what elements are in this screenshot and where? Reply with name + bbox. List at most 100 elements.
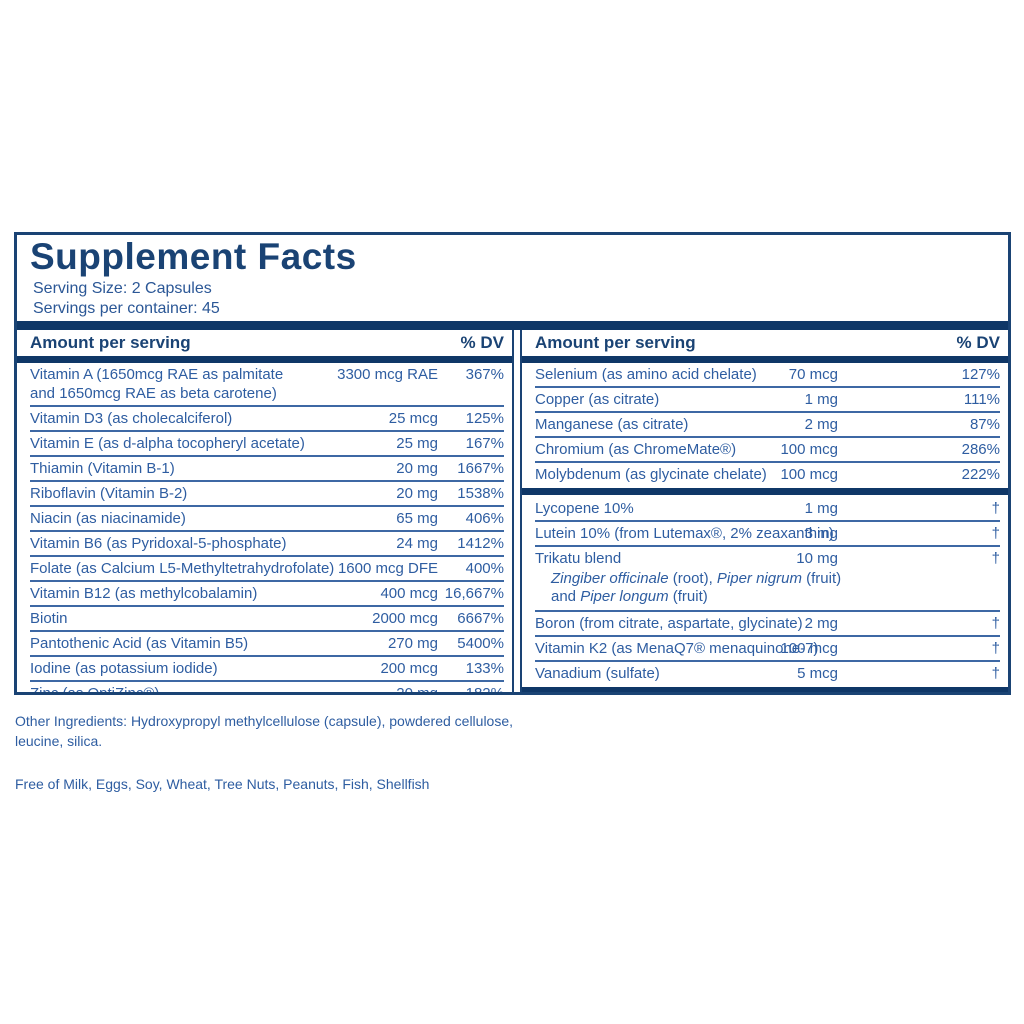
nutrient-row: Copper (as citrate) 1 mg 111% [535, 386, 1000, 411]
nutrient-row: Lycopene 10% 1 mg † [535, 497, 1000, 520]
nutrient-name: Biotin [30, 610, 68, 627]
nutrient-amount: 20 mg [396, 485, 438, 502]
nutrient-dv: 127% [961, 366, 1000, 383]
nutrient-amount: 65 mg [396, 510, 438, 527]
nutrient-dv-dagger: † [991, 500, 1000, 517]
nutrient-row: Molybdenum (as glycinate chelate) 100 mc… [535, 461, 1000, 486]
nutrient-name: Selenium (as amino acid chelate) [535, 366, 757, 383]
nutrient-amount: 270 mg [387, 635, 438, 652]
panel-title: Supplement Facts [30, 236, 357, 277]
nutrient-name: Lycopene 10% [535, 500, 634, 517]
nutrient-dv-dagger: † [991, 525, 1000, 542]
nutrient-row: Chromium (as ChromeMate®) 100 mcg 286% [535, 436, 1000, 461]
nutrient-name: Vitamin A (1650mcg RAE as palmitate and … [30, 366, 284, 402]
nutrient-dv: 222% [961, 466, 1000, 483]
nutrient-name: Copper (as citrate) [535, 391, 660, 408]
column-header: Amount per serving % DV [30, 330, 504, 356]
nutrient-dv: 16,667% [444, 585, 504, 602]
botanical-latin-name: Piper nigrum [716, 570, 802, 587]
nutrient-amount: 2 mg [804, 416, 838, 433]
nutrient-amount: 100 mcg [780, 441, 838, 458]
nutrient-row: Selenium (as amino acid chelate) 70 mcg … [535, 363, 1000, 386]
nutrient-name: Vitamin B12 (as methylcobalamin) [30, 585, 258, 602]
nutrient-dv: 6667% [457, 610, 504, 627]
nutrient-row: Vitamin A (1650mcg RAE as palmitate and … [30, 363, 504, 405]
supplement-facts-panel: Supplement Facts Serving Size: 2 Capsule… [14, 232, 1011, 695]
botanical-latin-name: Zingiber officinale [551, 570, 669, 587]
nutrient-amount: 2 mg [804, 615, 838, 632]
nutrient-dv-dagger: † [991, 550, 1000, 567]
nutrient-name: Riboflavin (Vitamin B-2) [30, 485, 188, 502]
nutrient-row: Zinc (as OptiZinc®) 20 mg 182% [30, 680, 504, 692]
nutrient-name: Vitamin B6 (as Pyridoxal-5-phosphate) [30, 535, 287, 552]
nutrient-name: Molybdenum (as glycinate chelate) [535, 466, 767, 483]
percent-dv-label: % DV [956, 333, 1000, 352]
nutrient-row: Vitamin D3 (as cholecalciferol) 25 mcg 1… [30, 405, 504, 430]
nutrient-dv: 1412% [457, 535, 504, 552]
nutrient-name: Folate (as Calcium L5-Methyltetrahydrofo… [30, 560, 335, 577]
servings-per-container-text: Servings per container: 45 [33, 300, 220, 317]
nutrient-name: Manganese (as citrate) [535, 416, 689, 433]
nutrient-dv: 286% [961, 441, 1000, 458]
amount-per-serving-label: Amount per serving [30, 333, 191, 352]
nutrient-dv: 125% [465, 410, 504, 427]
nutrient-row: Vitamin B6 (as Pyridoxal-5-phosphate) 24… [30, 530, 504, 555]
nutrient-dv-dagger: † [991, 640, 1000, 657]
nutrient-amount: 20 mg [396, 460, 438, 477]
nutrient-row: Biotin 2000 mcg 6667% [30, 605, 504, 630]
nutrient-name: Niacin (as niacinamide) [30, 510, 186, 527]
nutrient-row: Trikatu blend 10 mg † [535, 545, 1000, 570]
nutrient-amount: 24 mg [396, 535, 438, 552]
nutrient-amount: 1 mg [804, 500, 838, 517]
column-header-bar [522, 356, 1008, 363]
nutrient-name: Lutein 10% (from Lutemax®, 2% zeaxanthin… [535, 525, 834, 542]
nutrient-dv: 1538% [457, 485, 504, 502]
nutrient-amount: 200 mcg [380, 660, 438, 677]
nutrient-row: Iodine (as potassium iodide) 200 mcg 133… [30, 655, 504, 680]
trikatu-blend-detail: Zingiber officinale (root), Piper nigrum… [551, 570, 842, 605]
nutrient-amount: 400 mcg [380, 585, 438, 602]
nutrient-row: Vitamin E (as d-alpha tocopheryl acetate… [30, 430, 504, 455]
nutrient-dv: 367% [465, 366, 504, 383]
nutrient-row: Thiamin (Vitamin B-1) 20 mg 1667% [30, 455, 504, 480]
header-divider-bar [17, 321, 1008, 330]
nutrient-name: Vitamin E (as d-alpha tocopheryl acetate… [30, 435, 305, 452]
nutrient-amount: 100 mcg [780, 640, 838, 657]
nutrient-dv: 400% [465, 560, 504, 577]
nutrient-amount: 25 mcg [388, 410, 438, 427]
column-header: Amount per serving % DV [535, 330, 1000, 356]
nutrient-amount: 70 mcg [788, 366, 838, 383]
facts-column-left: Amount per serving % DV Vitamin A (1650m… [17, 330, 514, 692]
nutrient-name: Boron (from citrate, aspartate, glycinat… [535, 615, 803, 632]
botanical-latin-name: Piper longum [580, 588, 669, 605]
section-divider-bar [522, 687, 1008, 692]
nutrient-amount: 3 mg [804, 525, 838, 542]
nutrient-dv-dagger: † [991, 665, 1000, 682]
nutrient-dv: 182% [466, 684, 504, 692]
nutrient-name: Vanadium (sulfate) [535, 665, 660, 682]
nutrient-dv: 1667% [457, 460, 504, 477]
facts-columns: Amount per serving % DV Vitamin A (1650m… [17, 330, 1008, 692]
nutrient-name: Thiamin (Vitamin B-1) [30, 460, 175, 477]
nutrient-name: Vitamin K2 (as MenaQ7® menaquinone-7) [535, 640, 819, 657]
nutrient-name: Trikatu blend [535, 550, 622, 567]
nutrient-name: Iodine (as potassium iodide) [30, 660, 218, 677]
nutrient-row: Vitamin K2 (as MenaQ7® menaquinone-7) 10… [535, 635, 1000, 660]
nutrient-row: Riboflavin (Vitamin B-2) 20 mg 1538% [30, 480, 504, 505]
percent-dv-label: % DV [460, 333, 504, 352]
nutrient-row: Lutein 10% (from Lutemax®, 2% zeaxanthin… [535, 520, 1000, 545]
nutrient-row: Vitamin B12 (as methylcobalamin) 400 mcg… [30, 580, 504, 605]
serving-size-text: Serving Size: 2 Capsules [33, 280, 212, 297]
nutrient-dv: 167% [465, 435, 504, 452]
nutrient-amount: 5 mcg [797, 665, 838, 682]
nutrient-dv: 133% [465, 660, 504, 677]
nutrient-dv: 5400% [457, 635, 504, 652]
nutrient-amount: 1600 mcg DFE [337, 560, 438, 577]
nutrient-amount: 10 mg [796, 550, 838, 567]
nutrient-amount: 2000 mcg [372, 610, 438, 627]
nutrient-dv-dagger: † [991, 615, 1000, 632]
allergen-free-text: Free of Milk, Eggs, Soy, Wheat, Tree Nut… [15, 776, 430, 792]
amount-per-serving-label: Amount per serving [535, 333, 696, 352]
nutrient-row: Vanadium (sulfate) 5 mcg † [535, 660, 1000, 685]
nutrient-name: Zinc (as OptiZinc®) [30, 684, 504, 692]
